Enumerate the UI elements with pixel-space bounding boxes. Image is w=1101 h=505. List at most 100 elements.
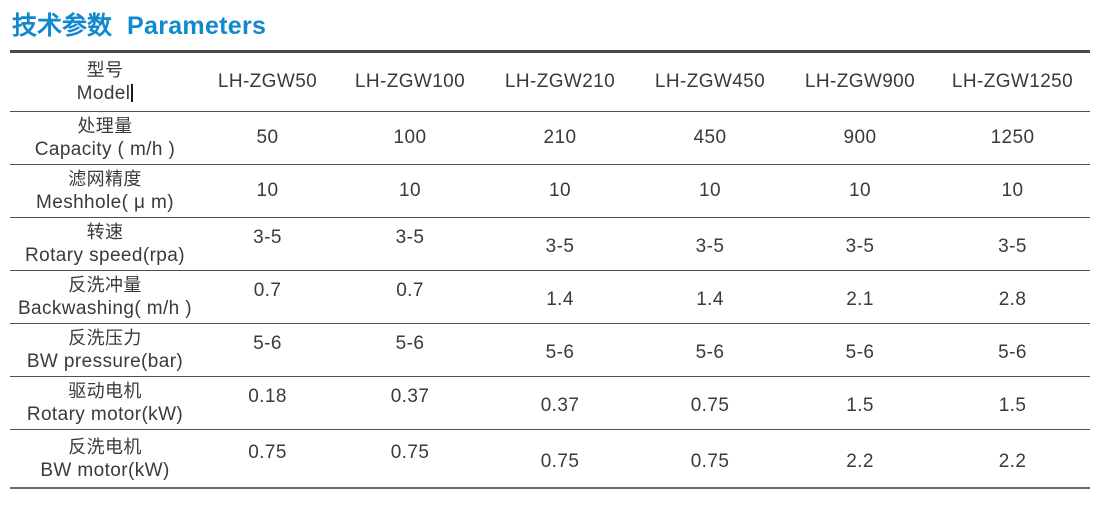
cell-value: 3-5: [635, 217, 785, 271]
header-model-label: 型号 Model: [10, 51, 200, 112]
cell-value-text: 1.5: [998, 395, 1027, 416]
row-label-en: Backwashing( m/h ): [17, 298, 193, 319]
cell-value: 450: [635, 111, 785, 165]
column-header-model-5: LH-ZGW900: [785, 51, 935, 112]
cell-value: 10: [485, 164, 635, 218]
row-label-zh: 转速: [86, 222, 124, 242]
cell-value: 5-6: [785, 323, 935, 377]
table-header-row: 型号 Model LH-ZGW50 LH-ZGW100 LH-ZGW210 LH…: [10, 51, 1090, 112]
cell-value: 2.1: [785, 270, 935, 324]
cell-value-text: 3-5: [998, 236, 1027, 257]
parameters-table: 型号 Model LH-ZGW50 LH-ZGW100 LH-ZGW210 LH…: [10, 50, 1090, 489]
cell-value-text: 1250: [990, 127, 1035, 148]
row-label-bw-motor: 反洗电机 BW motor(kW): [10, 429, 200, 489]
row-label-en: Rotary motor(kW): [26, 404, 184, 425]
cell-value-text: 0.75: [690, 395, 730, 416]
cell-value: 1.5: [785, 376, 935, 430]
cell-value-text: 3-5: [545, 236, 575, 257]
page-title-zh: 技术参数: [12, 12, 113, 40]
cell-value: 2.2: [935, 429, 1090, 489]
cell-value: 2.8: [935, 270, 1090, 324]
row-label-en: BW motor(kW): [40, 459, 170, 481]
cell-value-text: 5-6: [998, 342, 1027, 363]
cell-value: 1.5: [935, 376, 1090, 430]
cell-value-text: 5-6: [695, 342, 725, 363]
row-label-en: BW pressure(bar): [26, 351, 184, 372]
cell-value: 5-6: [200, 323, 335, 377]
cell-value-text: 1.5: [846, 395, 874, 416]
cell-value: 3-5: [785, 217, 935, 271]
row-label-capacity: 处理量 Capacity ( m/h ): [10, 111, 200, 165]
table-row-capacity: 处理量 Capacity ( m/h ) 50 100 210 450 900 …: [10, 111, 1090, 165]
cell-value: 2.2: [785, 429, 935, 489]
cell-value: 100: [335, 111, 485, 165]
cell-value-text: 10: [849, 180, 871, 201]
cell-value: 10: [935, 164, 1090, 218]
row-label-bw-pressure: 反洗压力 BW pressure(bar): [10, 323, 200, 377]
cell-value-text: 2.1: [846, 289, 874, 310]
cell-value-text: 0.75: [248, 441, 287, 463]
column-header-model-3: LH-ZGW210: [485, 51, 635, 112]
cell-value-text: 0.37: [390, 386, 430, 407]
table-row-backwashing: 反洗冲量 Backwashing( m/h ) 0.7 0.7 1.4 1.4 …: [10, 270, 1090, 324]
cell-value: 0.7: [200, 270, 335, 324]
cell-value-text: 0.75: [540, 450, 580, 472]
column-header-model-2: LH-ZGW100: [335, 51, 485, 112]
cell-value: 0.7: [335, 270, 485, 324]
cell-value: 0.75: [635, 429, 785, 489]
cell-value-text: 1.4: [696, 289, 724, 310]
cell-value: 0.75: [485, 429, 635, 489]
table-row-bw-pressure: 反洗压力 BW pressure(bar) 5-6 5-6 5-6 5-6 5-…: [10, 323, 1090, 377]
cell-value: 0.37: [485, 376, 635, 430]
page-title: 技术参数 Parameters: [0, 0, 1101, 50]
cell-value-text: 3-5: [253, 227, 282, 248]
cell-value-text: 100: [393, 127, 427, 148]
table-row-rotary-motor: 驱动电机 Rotary motor(kW) 0.18 0.37 0.37 0.7…: [10, 376, 1090, 430]
cell-value-text: 10: [399, 180, 421, 201]
table-row-meshhole: 滤网精度 Meshhole( μ m) 10 10 10 10 10 10: [10, 164, 1090, 218]
cell-value: 3-5: [935, 217, 1090, 271]
cell-value-text: 10: [549, 180, 571, 201]
cell-value-text: 3-5: [695, 236, 725, 257]
row-label-rotary-speed: 转速 Rotary speed(rpa): [10, 217, 200, 271]
cell-value-text: 0.7: [396, 280, 424, 301]
cell-value: 1.4: [485, 270, 635, 324]
cell-value: 0.18: [200, 376, 335, 430]
row-label-zh: 驱动电机: [68, 381, 142, 401]
row-label-zh: 滤网精度: [68, 169, 142, 189]
cell-value-text: 1.4: [546, 289, 574, 310]
cell-value: 0.75: [200, 429, 335, 489]
cell-value-text: 10: [1001, 180, 1024, 201]
cell-value: 10: [335, 164, 485, 218]
table-row-bw-motor: 反洗电机 BW motor(kW) 0.75 0.75 0.75 0.75 2.…: [10, 429, 1090, 489]
cell-value: 50: [200, 111, 335, 165]
row-label-zh: 反洗冲量: [68, 275, 142, 295]
model-label-en: Model: [10, 82, 200, 106]
model-label-zh: 型号: [86, 60, 124, 80]
cell-value: 10: [635, 164, 785, 218]
cell-value-text: 50: [256, 127, 279, 148]
text-cursor-artifact: [131, 84, 134, 102]
cell-value-text: 5-6: [395, 333, 425, 354]
cell-value-text: 2.2: [846, 450, 874, 472]
cell-value: 5-6: [635, 323, 785, 377]
cell-value-text: 0.75: [690, 450, 730, 472]
page-title-en: Parameters: [127, 12, 267, 40]
row-label-zh: 反洗压力: [68, 328, 142, 348]
column-header-model-6: LH-ZGW1250: [935, 51, 1090, 112]
cell-value: 0.75: [635, 376, 785, 430]
cell-value-text: 210: [543, 127, 577, 148]
column-header-model-4: LH-ZGW450: [635, 51, 785, 112]
row-label-en: Meshhole( μ m): [36, 192, 174, 213]
cell-value-text: 5-6: [253, 333, 282, 354]
cell-value: 0.37: [335, 376, 485, 430]
cell-value: 5-6: [335, 323, 485, 377]
cell-value: 10: [200, 164, 335, 218]
column-header-model-1: LH-ZGW50: [200, 51, 335, 112]
cell-value: 1.4: [635, 270, 785, 324]
cell-value-text: 5-6: [545, 342, 575, 363]
cell-value-text: 3-5: [395, 227, 425, 248]
cell-value-text: 5-6: [845, 342, 875, 363]
cell-value: 10: [785, 164, 935, 218]
cell-value-text: 0.7: [253, 280, 282, 301]
